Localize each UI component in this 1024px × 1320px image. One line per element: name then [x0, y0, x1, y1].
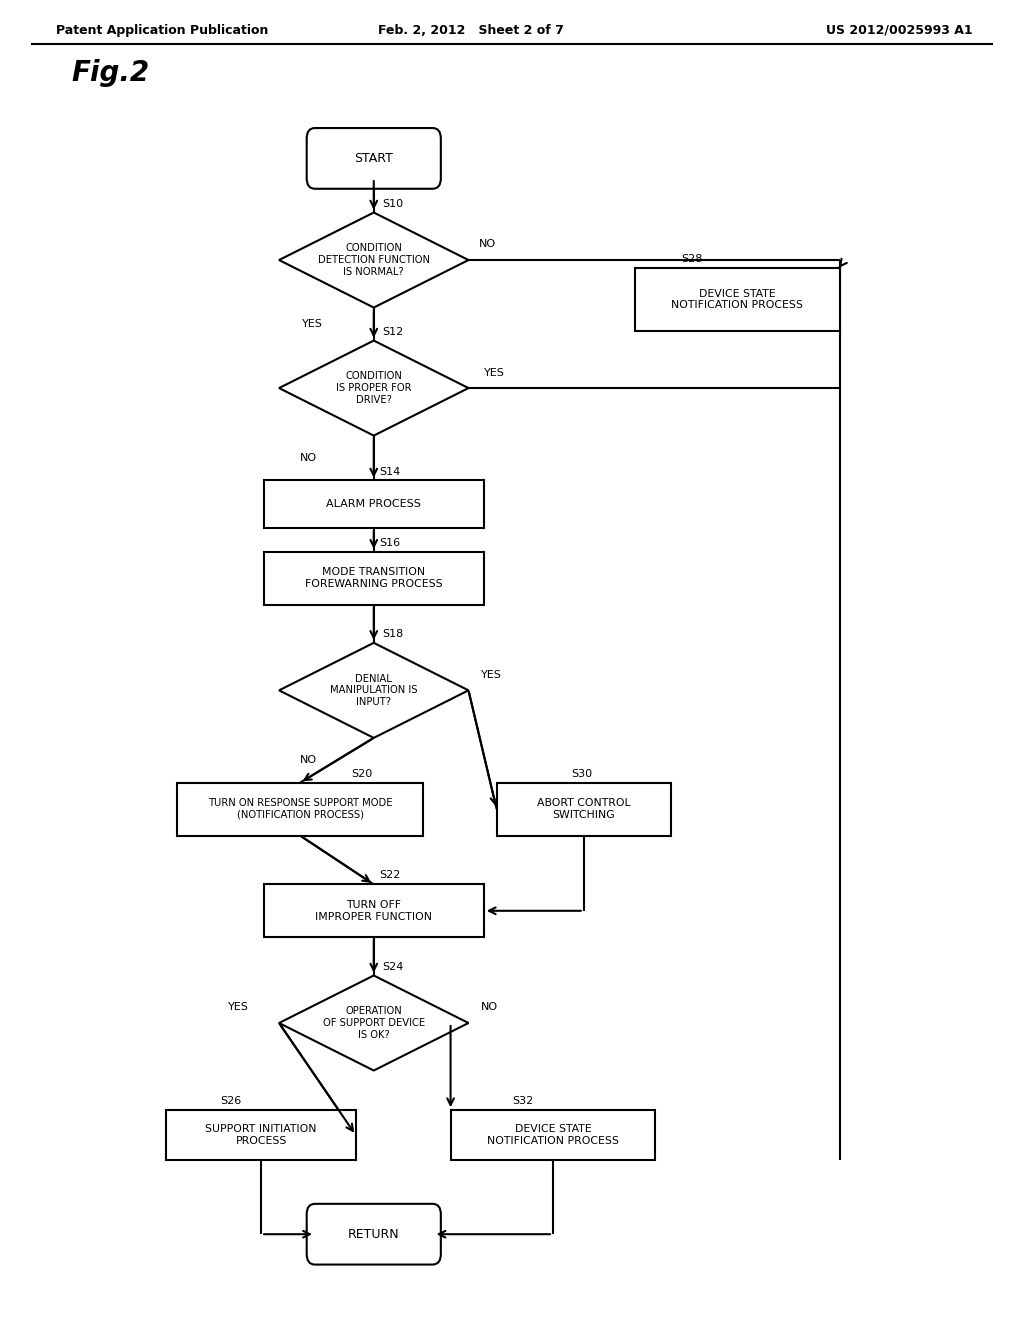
Polygon shape — [279, 341, 469, 436]
Text: S18: S18 — [382, 628, 403, 639]
Bar — [635, 268, 840, 331]
Text: DENIAL
MANIPULATION IS
INPUT?: DENIAL MANIPULATION IS INPUT? — [330, 673, 418, 708]
Bar — [177, 783, 423, 836]
Bar — [264, 884, 484, 937]
Polygon shape — [279, 213, 469, 308]
Text: S10: S10 — [382, 198, 403, 209]
FancyBboxPatch shape — [307, 128, 440, 189]
Text: NO: NO — [479, 239, 496, 249]
Text: S30: S30 — [571, 768, 593, 779]
Text: Feb. 2, 2012   Sheet 2 of 7: Feb. 2, 2012 Sheet 2 of 7 — [378, 24, 564, 37]
Text: S24: S24 — [382, 961, 403, 972]
Bar — [166, 1110, 356, 1160]
Text: S20: S20 — [351, 768, 373, 779]
Text: MODE TRANSITION
FOREWARNING PROCESS: MODE TRANSITION FOREWARNING PROCESS — [305, 568, 442, 589]
Text: S26: S26 — [220, 1096, 242, 1106]
Text: CONDITION
IS PROPER FOR
DRIVE?: CONDITION IS PROPER FOR DRIVE? — [336, 371, 412, 405]
Text: S22: S22 — [379, 870, 400, 880]
Text: YES: YES — [227, 1002, 249, 1012]
FancyBboxPatch shape — [307, 1204, 440, 1265]
Text: YES: YES — [484, 367, 505, 378]
Text: ALARM PROCESS: ALARM PROCESS — [327, 499, 421, 510]
Bar — [451, 1110, 655, 1160]
Bar — [264, 480, 484, 528]
Text: US 2012/0025993 A1: US 2012/0025993 A1 — [826, 24, 973, 37]
Bar — [264, 552, 484, 605]
Text: S32: S32 — [512, 1096, 534, 1106]
Text: DEVICE STATE
NOTIFICATION PROCESS: DEVICE STATE NOTIFICATION PROCESS — [487, 1125, 618, 1146]
Text: YES: YES — [481, 669, 502, 680]
Polygon shape — [279, 975, 469, 1071]
Text: DEVICE STATE
NOTIFICATION PROCESS: DEVICE STATE NOTIFICATION PROCESS — [672, 289, 803, 310]
Text: OPERATION
OF SUPPORT DEVICE
IS OK?: OPERATION OF SUPPORT DEVICE IS OK? — [323, 1006, 425, 1040]
Text: NO: NO — [481, 1002, 498, 1012]
Text: YES: YES — [302, 319, 323, 329]
Text: S12: S12 — [382, 326, 403, 337]
Text: SUPPORT INITIATION
PROCESS: SUPPORT INITIATION PROCESS — [206, 1125, 316, 1146]
Bar — [497, 783, 671, 836]
Polygon shape — [279, 643, 469, 738]
Text: S14: S14 — [379, 466, 400, 477]
Text: CONDITION
DETECTION FUNCTION
IS NORMAL?: CONDITION DETECTION FUNCTION IS NORMAL? — [317, 243, 430, 277]
Text: START: START — [354, 152, 393, 165]
Text: NO: NO — [300, 453, 317, 463]
Text: NO: NO — [300, 755, 317, 766]
Text: TURN ON RESPONSE SUPPORT MODE
(NOTIFICATION PROCESS): TURN ON RESPONSE SUPPORT MODE (NOTIFICAT… — [208, 799, 392, 820]
Text: Fig.2: Fig.2 — [72, 58, 150, 87]
Text: S16: S16 — [379, 537, 400, 548]
Text: Patent Application Publication: Patent Application Publication — [56, 24, 268, 37]
Text: S28: S28 — [681, 253, 702, 264]
Text: RETURN: RETURN — [348, 1228, 399, 1241]
Text: TURN OFF
IMPROPER FUNCTION: TURN OFF IMPROPER FUNCTION — [315, 900, 432, 921]
Text: ABORT CONTROL
SWITCHING: ABORT CONTROL SWITCHING — [537, 799, 631, 820]
